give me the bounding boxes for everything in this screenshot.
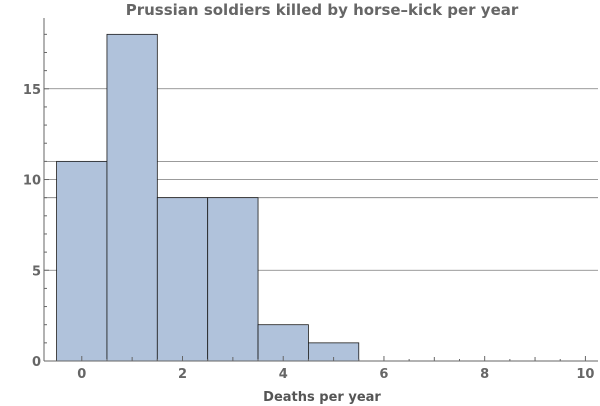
bar-4 <box>257 324 309 362</box>
x-tick-label-0: 0 <box>77 367 86 382</box>
x-tick-label-8: 8 <box>480 367 489 382</box>
y-tick-label-15: 15 <box>23 83 41 98</box>
x-tick-label-4: 4 <box>279 367 288 382</box>
bar-1 <box>106 33 158 362</box>
bar-3 <box>207 197 259 362</box>
y-tick-label-10: 10 <box>23 174 41 189</box>
chart-title: Prussian soldiers killed by horse–kick p… <box>126 1 519 19</box>
x-tick-label-2: 2 <box>178 367 187 382</box>
y-tick-label-5: 5 <box>32 264 41 279</box>
bar-2 <box>156 197 209 362</box>
x-tick-label-6: 6 <box>379 367 388 382</box>
bars-layer <box>56 33 360 362</box>
x-axis-label: Deaths per year <box>263 390 381 405</box>
bar-0 <box>56 160 108 362</box>
y-tick-label-0: 0 <box>32 355 41 370</box>
axes-layer: 0 5 10 15 0 2 4 6 8 10 <box>23 18 598 382</box>
x-tick-label-10: 10 <box>576 367 594 382</box>
